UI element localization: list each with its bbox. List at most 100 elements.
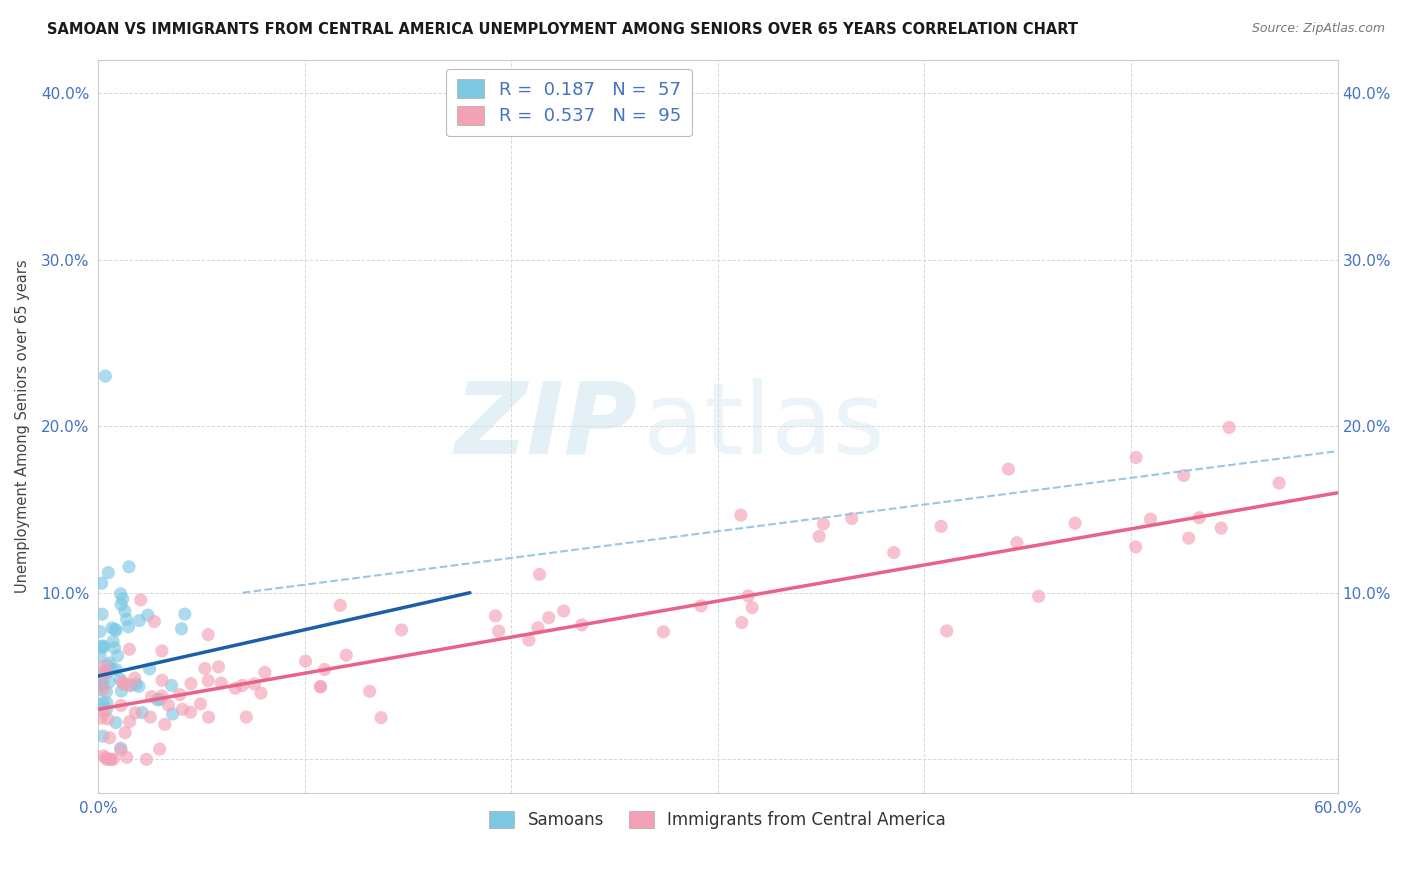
Point [96, 702, 118, 716]
Point [128, 614, 150, 628]
Point [150, 689, 173, 703]
Point [114, 725, 136, 739]
Point [207, 660, 229, 674]
Point [1139, 512, 1161, 526]
Point [98, 731, 121, 745]
Point [110, 598, 132, 612]
Point [1211, 521, 1233, 535]
Point [91, 607, 114, 622]
Point [97, 566, 120, 580]
Point [110, 741, 132, 756]
Point [120, 679, 142, 693]
Point [111, 591, 134, 606]
Point [94, 750, 117, 764]
Point [484, 608, 506, 623]
Point [89, 649, 111, 664]
Point [314, 663, 336, 677]
Point [90, 711, 112, 725]
Point [370, 711, 392, 725]
Point [89, 677, 111, 691]
Point [107, 648, 129, 663]
Point [571, 618, 593, 632]
Point [111, 675, 134, 690]
Point [93, 665, 115, 679]
Point [105, 663, 128, 677]
Text: ZIP: ZIP [454, 377, 637, 475]
Point [125, 677, 148, 691]
Point [224, 681, 246, 696]
Point [129, 593, 152, 607]
Point [813, 516, 835, 531]
Point [91, 640, 114, 655]
Point [929, 519, 952, 533]
Point [136, 608, 159, 623]
Point [112, 677, 135, 691]
Point [160, 678, 183, 692]
Point [231, 678, 253, 692]
Point [98, 656, 121, 670]
Point [128, 680, 150, 694]
Point [517, 633, 540, 648]
Text: SAMOAN VS IMMIGRANTS FROM CENTRAL AMERICA UNEMPLOYMENT AMONG SENIORS OVER 65 YEA: SAMOAN VS IMMIGRANTS FROM CENTRAL AMERIC… [46, 22, 1078, 37]
Point [143, 615, 166, 629]
Point [139, 710, 162, 724]
Point [294, 654, 316, 668]
Point [118, 714, 141, 729]
Point [197, 628, 219, 642]
Point [197, 673, 219, 688]
Legend: Samoans, Immigrants from Central America: Samoans, Immigrants from Central America [482, 804, 953, 836]
Point [138, 662, 160, 676]
Point [96, 665, 118, 680]
Point [90, 669, 112, 683]
Point [110, 698, 132, 713]
Point [89, 676, 111, 690]
Point [359, 684, 381, 698]
Point [1268, 476, 1291, 491]
Point [309, 680, 332, 694]
Point [1125, 540, 1147, 554]
Point [91, 729, 114, 743]
Point [141, 690, 163, 704]
Point [197, 710, 219, 724]
Point [1173, 468, 1195, 483]
Point [153, 717, 176, 731]
Point [131, 706, 153, 720]
Point [91, 674, 114, 689]
Point [527, 621, 550, 635]
Point [98, 675, 121, 690]
Point [118, 678, 141, 692]
Point [91, 696, 114, 710]
Point [124, 671, 146, 685]
Point [91, 678, 114, 692]
Point [1177, 531, 1199, 545]
Point [96, 684, 118, 698]
Point [179, 705, 201, 719]
Text: Source: ZipAtlas.com: Source: ZipAtlas.com [1251, 22, 1385, 36]
Point [146, 692, 169, 706]
Point [1218, 420, 1240, 434]
Point [190, 697, 212, 711]
Point [741, 600, 763, 615]
Point [101, 621, 124, 635]
Point [100, 752, 122, 766]
Point [118, 642, 141, 657]
Point [157, 698, 180, 713]
Point [553, 604, 575, 618]
Point [103, 752, 125, 766]
Point [110, 587, 132, 601]
Point [537, 611, 560, 625]
Point [997, 462, 1019, 476]
Point [115, 612, 138, 626]
Point [194, 661, 217, 675]
Point [96, 696, 118, 710]
Point [110, 743, 132, 757]
Point [101, 634, 124, 648]
Point [841, 511, 863, 525]
Point [96, 752, 118, 766]
Point [89, 682, 111, 697]
Point [118, 559, 141, 574]
Point [309, 680, 332, 694]
Text: atlas: atlas [644, 377, 884, 475]
Point [335, 648, 357, 663]
Point [104, 715, 127, 730]
